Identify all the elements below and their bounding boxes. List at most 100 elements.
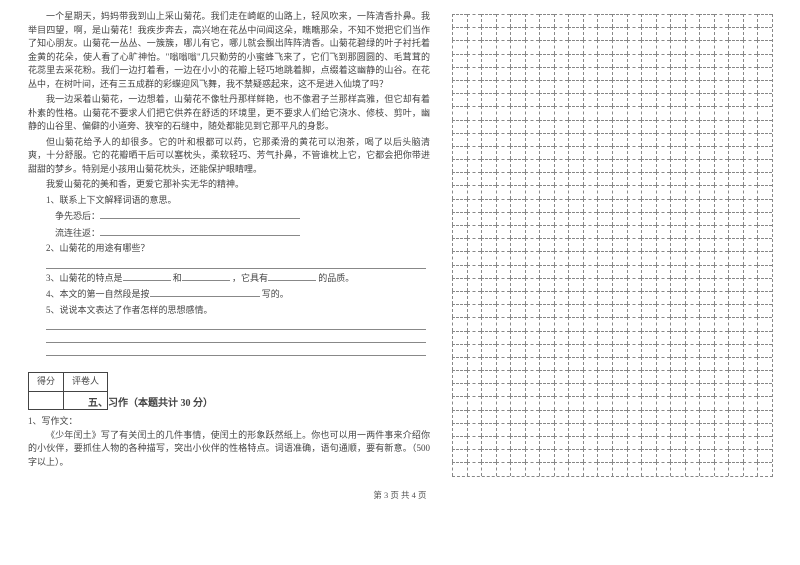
grid-cell <box>670 291 685 304</box>
grid-cell <box>452 278 467 291</box>
answer-line <box>46 317 426 330</box>
grid-cell <box>452 133 467 146</box>
grid-cell <box>583 410 598 423</box>
grid-cell <box>525 396 540 409</box>
grid-cell <box>510 159 525 172</box>
grid-cell <box>656 159 671 172</box>
grid-cell <box>699 199 714 212</box>
grid-cell <box>539 436 554 449</box>
score-cell-1 <box>29 391 64 410</box>
grid-cell <box>728 212 743 225</box>
grid-cell <box>525 146 540 159</box>
grid-cell <box>597 423 612 436</box>
grid-cell <box>467 331 482 344</box>
grid-cell <box>685 383 700 396</box>
grid-cell <box>496 54 511 67</box>
grid-cell <box>685 462 700 475</box>
grid-cell <box>496 159 511 172</box>
grid-cell <box>481 133 496 146</box>
grid-cell <box>510 106 525 119</box>
grid-cell <box>699 40 714 53</box>
grid-cell <box>728 40 743 53</box>
grid-cell <box>467 317 482 330</box>
grid-cell <box>554 317 569 330</box>
grid-cell <box>612 106 627 119</box>
grid-cell <box>481 146 496 159</box>
grid-cell <box>612 462 627 475</box>
grid-cell <box>510 396 525 409</box>
grid-cell <box>757 120 772 133</box>
grid-cell <box>597 27 612 40</box>
grid-cell <box>641 54 656 67</box>
grid-cell <box>467 225 482 238</box>
grid-cell <box>612 27 627 40</box>
grid-cell <box>510 67 525 80</box>
grid-cell <box>656 396 671 409</box>
grid-cell <box>685 396 700 409</box>
grid-cell <box>714 14 729 27</box>
grid-cell <box>670 93 685 106</box>
grid-cell <box>496 344 511 357</box>
grid-cell <box>714 185 729 198</box>
grid-cell <box>568 278 583 291</box>
grid-cell <box>656 449 671 462</box>
grid-cell <box>670 40 685 53</box>
grid-cell <box>539 423 554 436</box>
grid-cell <box>641 67 656 80</box>
grid-cell <box>554 370 569 383</box>
grid-cell <box>728 172 743 185</box>
grid-cell <box>481 120 496 133</box>
grid-cell <box>583 423 598 436</box>
grid-cell <box>685 146 700 159</box>
grid-cell <box>568 133 583 146</box>
grid-cell <box>714 410 729 423</box>
grid-cell <box>597 40 612 53</box>
grid-cell <box>481 199 496 212</box>
grid-cell <box>597 251 612 264</box>
grid-cell <box>656 54 671 67</box>
grid-cell <box>452 14 467 27</box>
grid-cell <box>481 251 496 264</box>
grid-cell <box>568 159 583 172</box>
grid-cell <box>467 370 482 383</box>
grid-cell <box>510 93 525 106</box>
grid-cell <box>539 146 554 159</box>
grid-cell <box>699 120 714 133</box>
grid-cell <box>568 106 583 119</box>
grid-cell <box>597 80 612 93</box>
grid-cell <box>496 93 511 106</box>
grid-cell <box>467 67 482 80</box>
grid-cell <box>568 423 583 436</box>
grid-cell <box>685 120 700 133</box>
grid-cell <box>452 423 467 436</box>
grid-cell <box>597 172 612 185</box>
grid-cell <box>539 120 554 133</box>
grid-cell <box>757 93 772 106</box>
question-4: 4、本文的第一自然段是按 写的。 <box>28 287 430 302</box>
grid-cell <box>496 331 511 344</box>
grid-cell <box>612 344 627 357</box>
grid-cell <box>597 278 612 291</box>
grid-cell <box>685 291 700 304</box>
grid-cell <box>656 238 671 251</box>
grid-cell <box>685 344 700 357</box>
grid-cell <box>656 27 671 40</box>
grid-cell <box>568 357 583 370</box>
grid-cell <box>656 40 671 53</box>
grid-cell <box>510 238 525 251</box>
grid-cell <box>510 225 525 238</box>
grid-cell <box>612 238 627 251</box>
grid-cell <box>685 199 700 212</box>
grid-cell <box>554 106 569 119</box>
grid-cell <box>510 212 525 225</box>
grid-cell <box>496 410 511 423</box>
grid-cell <box>656 251 671 264</box>
grid-cell <box>612 40 627 53</box>
grid-cell <box>583 106 598 119</box>
grid-cell <box>496 370 511 383</box>
grid-cell <box>452 370 467 383</box>
grid-cell <box>481 462 496 475</box>
q3-post: ，它具有 <box>232 273 268 283</box>
grid-cell <box>452 462 467 475</box>
grid-cell <box>685 317 700 330</box>
